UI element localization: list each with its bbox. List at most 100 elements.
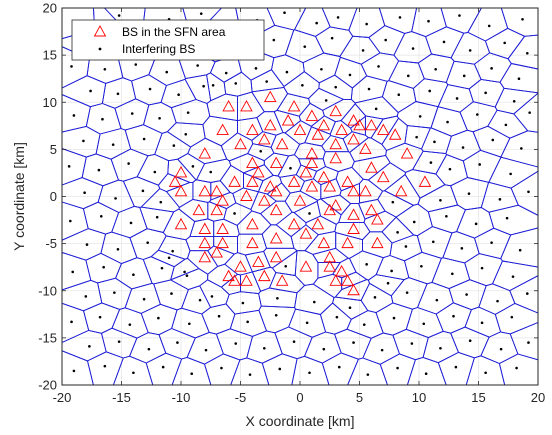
sfn-bs-point bbox=[174, 217, 188, 230]
interfering-bs-point bbox=[141, 189, 145, 193]
interfering-bs-point bbox=[380, 348, 384, 352]
sfn-bs-point bbox=[269, 231, 283, 244]
y-tick-label: 20 bbox=[43, 1, 57, 16]
sfn-bs-point bbox=[198, 147, 212, 159]
sfn-bs-point bbox=[305, 156, 319, 168]
interfering-bs-point bbox=[348, 306, 352, 310]
interfering-bs-point bbox=[509, 172, 512, 176]
interfering-bs-point bbox=[518, 248, 522, 252]
interfering-bs-point bbox=[418, 115, 422, 118]
interfering-bs-point bbox=[521, 18, 524, 21]
interfering-bs-point bbox=[84, 295, 88, 298]
interfering-bs-point bbox=[274, 313, 278, 317]
interfering-bs-point bbox=[71, 270, 75, 274]
interfering-bs-point bbox=[373, 296, 377, 299]
interfering-bs-point bbox=[352, 341, 355, 344]
sfn-bs-point bbox=[311, 128, 325, 140]
interfering-bs-point bbox=[392, 316, 396, 320]
sfn-bs-point bbox=[234, 137, 247, 150]
interfering-bs-point bbox=[69, 219, 72, 223]
interfering-bs-point bbox=[157, 316, 160, 320]
sfn-bs-point bbox=[347, 283, 360, 296]
sfn-bs-point bbox=[174, 184, 188, 197]
interfering-bs-point bbox=[433, 140, 436, 144]
sfn-bs-point bbox=[329, 274, 342, 286]
y-tick-label: 10 bbox=[43, 95, 57, 110]
interfering-bs-point bbox=[184, 132, 188, 136]
interfering-bs-point bbox=[308, 212, 311, 215]
sfn-bs-point bbox=[210, 203, 223, 216]
sfn-bs-point bbox=[246, 156, 259, 168]
interfering-bs-point bbox=[88, 345, 91, 348]
sfn-bs-point bbox=[335, 123, 348, 135]
interfering-bs-point bbox=[365, 22, 368, 26]
sfn-bs-point bbox=[246, 217, 259, 230]
interfering-bs-point bbox=[246, 320, 249, 324]
interfering-bs-point bbox=[148, 87, 152, 91]
voronoi-cell bbox=[404, 125, 431, 150]
interfering-bs-point bbox=[89, 89, 92, 93]
interfering-bs-point bbox=[111, 143, 115, 146]
sfn-bs-point bbox=[192, 203, 206, 216]
interfering-bs-point bbox=[386, 281, 390, 285]
x-tick-label: 20 bbox=[531, 390, 545, 405]
x-tick-label: -5 bbox=[235, 390, 247, 405]
y-tick-label: 5 bbox=[50, 142, 57, 157]
interfering-bs-point bbox=[391, 200, 395, 204]
sfn-bs-point bbox=[347, 133, 360, 145]
sfn-bs-point bbox=[305, 180, 319, 192]
voronoi-cell bbox=[271, 250, 298, 276]
interfering-bs-point bbox=[234, 342, 238, 345]
interfering-bs-point bbox=[101, 117, 104, 121]
sfn-bs-point bbox=[198, 236, 212, 249]
voronoi-cell bbox=[332, 296, 369, 320]
sfn-bs-point bbox=[246, 236, 259, 249]
interfering-bs-point bbox=[116, 92, 120, 96]
interfering-bs-point bbox=[199, 12, 203, 15]
voronoi-cell bbox=[277, 154, 302, 178]
interfering-bs-point bbox=[511, 275, 515, 278]
interfering-bs-point bbox=[484, 371, 487, 375]
voronoi-cell bbox=[294, 283, 335, 315]
interfering-bs-point bbox=[72, 369, 76, 373]
interfering-bs-point bbox=[132, 371, 135, 375]
sfn-bs-point bbox=[216, 194, 229, 206]
sfn-bs-point bbox=[198, 250, 212, 263]
interfering-bs-point bbox=[146, 241, 149, 244]
interfering-bs-point bbox=[324, 99, 328, 102]
sfn-bs-point bbox=[287, 175, 301, 187]
sfn-bs-point bbox=[365, 203, 378, 216]
voronoi-cell bbox=[223, 202, 253, 226]
sfn-bs-point bbox=[293, 194, 307, 206]
sfn-bs-point bbox=[234, 260, 247, 272]
interfering-bs-point bbox=[211, 83, 215, 87]
voronoi-cell bbox=[381, 216, 415, 244]
voronoi-cell bbox=[247, 143, 275, 162]
interfering-bs-point bbox=[454, 365, 458, 369]
sfn-bs-point bbox=[246, 123, 259, 135]
interfering-bs-point bbox=[147, 347, 151, 351]
interfering-bs-point bbox=[412, 220, 416, 224]
interfering-bs-point bbox=[265, 80, 268, 83]
sfn-bs-point bbox=[311, 217, 325, 230]
interfering-bs-point bbox=[446, 120, 449, 124]
interfering-bs-point bbox=[365, 263, 368, 266]
interfering-bs-point bbox=[116, 247, 120, 251]
interfering-bs-point bbox=[334, 85, 338, 89]
voronoi-cell bbox=[367, 274, 405, 297]
interfering-bs-point bbox=[429, 161, 433, 164]
interfering-bs-point bbox=[468, 339, 472, 343]
sfn-bs-point bbox=[317, 236, 331, 249]
interfering-bs-point bbox=[276, 296, 279, 300]
interfering-bs-point bbox=[460, 247, 464, 250]
interfering-bs-point bbox=[431, 240, 435, 244]
interfering-bs-point bbox=[284, 264, 288, 268]
interfering-bs-point bbox=[480, 266, 484, 270]
interfering-bs-point bbox=[83, 191, 86, 195]
legend-box bbox=[71, 19, 265, 61]
interfering-bs-point bbox=[367, 87, 371, 91]
interfering-bs-point bbox=[67, 165, 71, 168]
sfn-bs-point bbox=[359, 142, 372, 154]
y-tick-label: 15 bbox=[43, 48, 57, 63]
